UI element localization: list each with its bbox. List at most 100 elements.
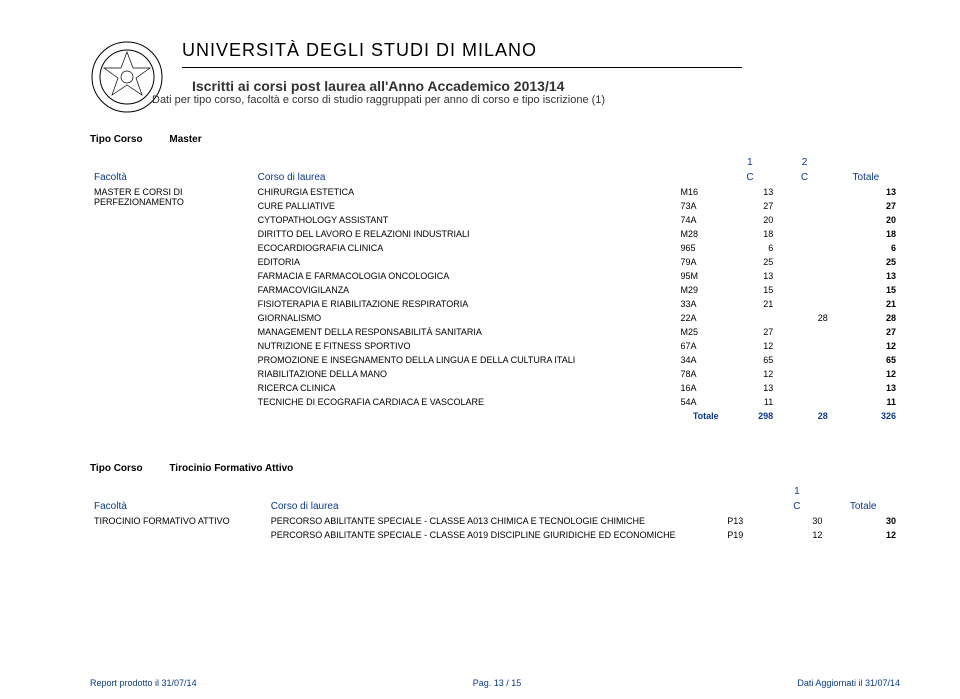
row-total: 6: [832, 241, 900, 255]
document-subtitle: Dati per tipo corso, facoltà e corso di …: [152, 94, 742, 106]
table-row: MASTER E CORSI DI PERFEZIONAMENTOCHIRURG…: [90, 185, 900, 199]
value-c1: 13: [723, 185, 778, 199]
value-c1: 65: [723, 353, 778, 367]
code-cell: 16A: [677, 381, 723, 395]
course-cell: PROMOZIONE E INSEGNAMENTO DELLA LINGUA E…: [254, 353, 677, 367]
code-cell: M29: [677, 283, 723, 297]
table-row: TIROCINIO FORMATIVO ATTIVOPERCORSO ABILI…: [90, 514, 900, 528]
master-table: 1 2 Facoltà Corso di laurea C C Totale M…: [90, 155, 900, 423]
h-totale: Totale: [832, 170, 900, 185]
totale-c2: 28: [777, 409, 832, 423]
code-cell: 74A: [677, 213, 723, 227]
col-year-1: 1: [767, 484, 826, 499]
course-cell: RICERCA CLINICA: [254, 381, 677, 395]
tipo-corso-label: Tipo Corso: [90, 134, 143, 145]
tirocinio-table: 1 Facoltà Corso di laurea C Totale TIROC…: [90, 484, 900, 542]
value-c1: 11: [723, 395, 778, 409]
code-cell: 54A: [677, 395, 723, 409]
row-total: 18: [832, 227, 900, 241]
code-cell: 95M: [677, 269, 723, 283]
value-c1: 18: [723, 227, 778, 241]
value-c1: 12: [723, 367, 778, 381]
code-cell: M25: [677, 325, 723, 339]
value-c1: 13: [723, 269, 778, 283]
course-cell: CHIRURGIA ESTETICA: [254, 185, 677, 199]
row-total: 13: [832, 381, 900, 395]
row-total: 30: [826, 514, 900, 528]
h-totale: Totale: [826, 499, 900, 514]
code-cell: 67A: [677, 339, 723, 353]
code-cell: 22A: [677, 311, 723, 325]
row-total: 28: [832, 311, 900, 325]
course-cell: PERCORSO ABILITANTE SPECIALE - CLASSE A0…: [267, 528, 724, 542]
value-c2: [777, 395, 832, 409]
code-cell: 78A: [677, 367, 723, 381]
course-cell: CURE PALLIATIVE: [254, 199, 677, 213]
code-cell: 79A: [677, 255, 723, 269]
faculty-cell: MASTER E CORSI DI PERFEZIONAMENTO: [90, 185, 254, 409]
h-facolta: Facoltà: [90, 170, 254, 185]
code-cell: P13: [723, 514, 767, 528]
col-year-1: 1: [723, 155, 778, 170]
value-c1: 25: [723, 255, 778, 269]
value-c2: [777, 213, 832, 227]
value-c1: 27: [723, 325, 778, 339]
value-c2: [777, 381, 832, 395]
course-cell: MANAGEMENT DELLA RESPONSABILITÀ SANITARI…: [254, 325, 677, 339]
value-c2: [777, 325, 832, 339]
totale-tot: 326: [832, 409, 900, 423]
h-c1: C: [723, 170, 778, 185]
h-corso: Corso di laurea: [267, 499, 724, 514]
value-c2: [777, 297, 832, 311]
value-c1: 13: [723, 381, 778, 395]
col-year-2: 2: [777, 155, 832, 170]
row-total: 25: [832, 255, 900, 269]
header-text: UNIVERSITÀ DEGLI STUDI DI MILANO Iscritt…: [182, 40, 742, 106]
university-name: UNIVERSITÀ DEGLI STUDI DI MILANO: [182, 40, 742, 61]
value-c2: 28: [777, 311, 832, 325]
value-c1: 12: [723, 339, 778, 353]
course-cell: CYTOPATHOLOGY ASSISTANT: [254, 213, 677, 227]
value-c2: [777, 241, 832, 255]
tipo-corso-value: Master: [169, 134, 201, 145]
value-c1: 30: [767, 514, 826, 528]
value-c2: [777, 339, 832, 353]
document-title: Iscritti ai corsi post laurea all'Anno A…: [192, 78, 742, 94]
faculty-cell: TIROCINIO FORMATIVO ATTIVO: [90, 514, 267, 542]
footer-center: Pag. 13 / 15: [473, 678, 522, 688]
footer-right: Dati Aggiornati il 31/07/14: [797, 678, 900, 688]
course-cell: GIORNALISMO: [254, 311, 677, 325]
tipo-corso-value: Tirocinio Formativo Attivo: [169, 463, 293, 474]
header: UNIVERSITÀ DEGLI STUDI DI MILANO Iscritt…: [90, 40, 900, 114]
value-c1: 12: [767, 528, 826, 542]
page-footer: Report prodotto il 31/07/14 Pag. 13 / 15…: [0, 678, 960, 688]
h-c2: C: [777, 170, 832, 185]
code-cell: 965: [677, 241, 723, 255]
course-cell: ECOCARDIOGRAFIA CLINICA: [254, 241, 677, 255]
value-c2: [777, 185, 832, 199]
course-cell: FARMACIA E FARMACOLOGIA ONCOLOGICA: [254, 269, 677, 283]
value-c1: 15: [723, 283, 778, 297]
value-c1: 6: [723, 241, 778, 255]
value-c2: [777, 269, 832, 283]
code-cell: M28: [677, 227, 723, 241]
section-header-tirocinio: Tipo Corso Tirocinio Formativo Attivo: [90, 463, 900, 474]
code-cell: 33A: [677, 297, 723, 311]
row-total: 12: [832, 367, 900, 381]
header-divider: [182, 67, 742, 68]
value-c2: [777, 353, 832, 367]
course-cell: FARMACOVIGILANZA: [254, 283, 677, 297]
value-c1: [723, 311, 778, 325]
row-total: 21: [832, 297, 900, 311]
value-c2: [777, 367, 832, 381]
page-body: UNIVERSITÀ DEGLI STUDI DI MILANO Iscritt…: [0, 0, 960, 542]
code-cell: 34A: [677, 353, 723, 367]
row-total: 65: [832, 353, 900, 367]
row-total: 15: [832, 283, 900, 297]
row-total: 27: [832, 199, 900, 213]
value-c1: 21: [723, 297, 778, 311]
row-total: 12: [832, 339, 900, 353]
totale-label: Totale: [677, 409, 723, 423]
totale-c1: 298: [723, 409, 778, 423]
course-cell: EDITORIA: [254, 255, 677, 269]
